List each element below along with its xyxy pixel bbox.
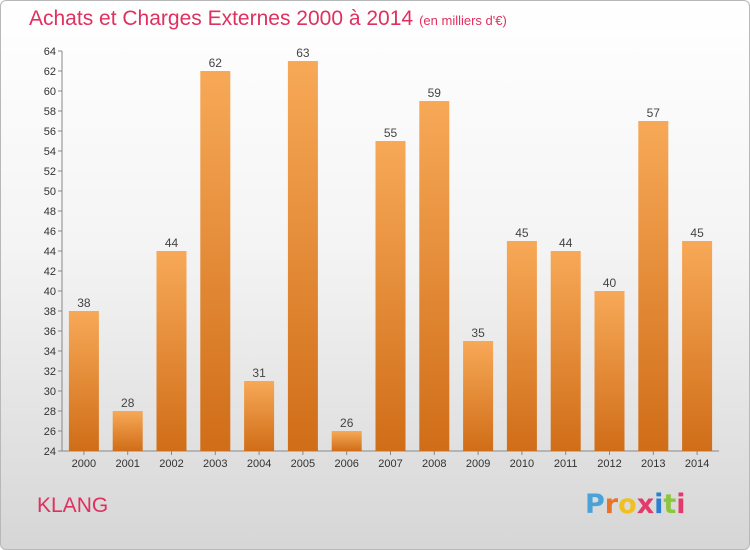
y-tick-label: 40 (44, 286, 56, 298)
x-tick-label: 2008 (422, 458, 446, 470)
y-tick-label: 50 (44, 186, 56, 198)
y-tick-label: 44 (44, 246, 56, 258)
bar (550, 251, 581, 451)
data-label: 55 (384, 126, 398, 140)
bar (594, 291, 625, 451)
data-label: 28 (121, 396, 135, 410)
bar (419, 101, 450, 451)
y-tick-label: 62 (44, 66, 56, 78)
y-tick-label: 54 (44, 146, 56, 158)
x-tick-label: 2000 (72, 458, 96, 470)
x-tick-label: 2007 (378, 458, 402, 470)
y-tick-label: 34 (44, 346, 56, 358)
data-label: 45 (690, 226, 704, 240)
bar (68, 311, 99, 451)
chart-unit: (en milliers d'€) (419, 13, 507, 28)
y-tick-label: 28 (44, 406, 56, 418)
x-tick-label: 2005 (291, 458, 315, 470)
logo-letter: i (676, 489, 686, 520)
logo-letter: t (663, 489, 677, 520)
data-label: 26 (340, 416, 354, 430)
x-tick-label: 2014 (685, 458, 709, 470)
data-label: 44 (165, 236, 179, 250)
data-label: 59 (428, 86, 442, 100)
data-label: 31 (252, 366, 266, 380)
chart-title-text: Achats et Charges Externes 2000 à 2014 (29, 7, 414, 30)
data-label: 40 (603, 276, 617, 290)
y-tick-label: 52 (44, 166, 56, 178)
logo-letter: r (604, 489, 619, 520)
logo-letter: x (636, 489, 655, 520)
y-tick-label: 56 (44, 126, 56, 138)
bar (331, 431, 362, 451)
y-tick-label: 38 (44, 306, 56, 318)
bar (375, 141, 406, 451)
y-tick-label: 58 (44, 106, 56, 118)
chart-title: Achats et Charges Externes 2000 à 2014 (e… (29, 7, 507, 31)
y-tick-label: 30 (44, 386, 56, 398)
x-tick-label: 2001 (115, 458, 139, 470)
data-label: 38 (77, 296, 91, 310)
data-label: 57 (647, 106, 661, 120)
logo-letter: o (618, 489, 637, 520)
y-tick-label: 24 (44, 446, 56, 458)
x-tick-label: 2004 (247, 458, 271, 470)
bar (112, 411, 143, 451)
proxiti-logo: Proxiti (585, 489, 686, 520)
data-label: 44 (559, 236, 573, 250)
bar (682, 241, 713, 451)
data-label: 45 (515, 226, 529, 240)
x-tick-label: 2006 (334, 458, 358, 470)
x-tick-label: 2010 (510, 458, 534, 470)
bar (156, 251, 187, 451)
logo-letter: i (654, 489, 664, 520)
bar (287, 61, 318, 451)
data-label: 62 (209, 56, 223, 70)
data-label: 35 (471, 326, 485, 340)
x-tick-label: 2011 (554, 458, 578, 470)
logo-letter: P (585, 489, 605, 520)
bar (506, 241, 537, 451)
x-tick-label: 2013 (641, 458, 665, 470)
y-tick-label: 46 (44, 226, 56, 238)
y-tick-label: 60 (44, 86, 56, 98)
x-tick-label: 2009 (466, 458, 490, 470)
bar (463, 341, 494, 451)
y-tick-label: 36 (44, 326, 56, 338)
bar (638, 121, 669, 451)
x-tick-label: 2003 (203, 458, 227, 470)
y-tick-label: 32 (44, 366, 56, 378)
x-tick-label: 2002 (159, 458, 183, 470)
bar (244, 381, 275, 451)
y-tick-label: 48 (44, 206, 56, 218)
x-tick-label: 2012 (597, 458, 621, 470)
y-tick-label: 42 (44, 266, 56, 278)
y-tick-label: 26 (44, 426, 56, 438)
y-tick-label: 64 (44, 46, 56, 58)
data-label: 63 (296, 46, 310, 60)
bar (200, 71, 231, 451)
place-name: KLANG (37, 494, 109, 517)
